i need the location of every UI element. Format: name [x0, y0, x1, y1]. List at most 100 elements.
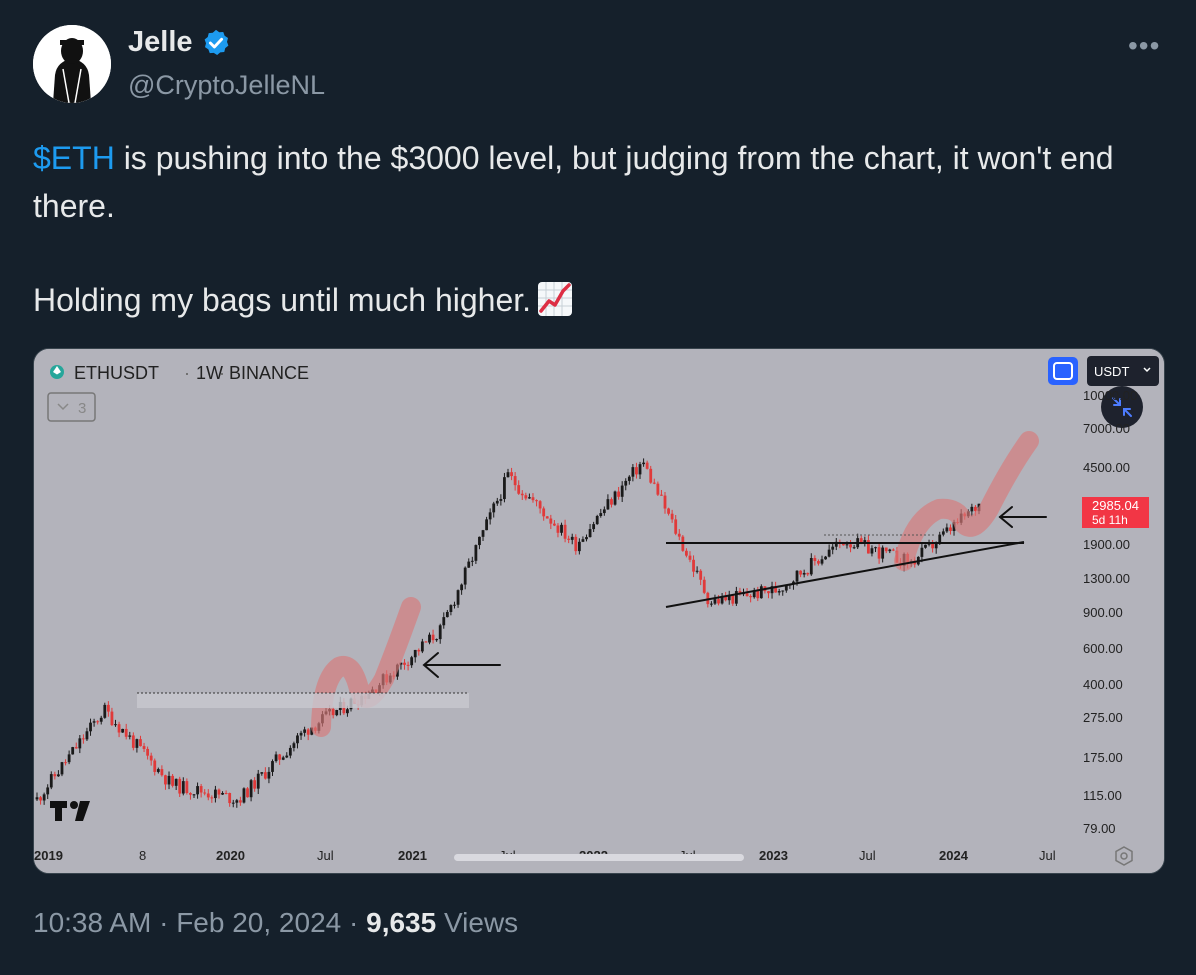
- arrow-annotation-right: [998, 506, 1047, 528]
- candle-body: [99, 717, 103, 722]
- current-price-label: 2985.04: [1092, 498, 1139, 513]
- candle-body: [167, 775, 171, 785]
- indicator-toggle[interactable]: 3: [47, 392, 96, 422]
- candle-body: [849, 544, 852, 548]
- tweet-time[interactable]: 10:38 AM: [33, 907, 152, 938]
- candle-body: [695, 570, 699, 572]
- candle-body: [870, 548, 874, 554]
- chevron-down-icon: [57, 403, 69, 411]
- candle-body: [260, 772, 264, 774]
- currency-selector[interactable]: USDT: [1087, 356, 1159, 386]
- candle-body: [160, 769, 164, 776]
- candle-body: [103, 704, 107, 718]
- candle-body: [934, 542, 938, 549]
- candle-body: [410, 657, 414, 666]
- candle-body: [463, 567, 467, 585]
- candle-body: [752, 590, 756, 598]
- candle-body: [949, 527, 952, 531]
- candle-body: [67, 754, 71, 763]
- candle-body: [631, 467, 635, 477]
- candle-body: [881, 547, 885, 559]
- candle-body: [135, 739, 139, 748]
- candle-body: [149, 755, 153, 761]
- candle-body: [531, 497, 535, 501]
- candle-body: [567, 538, 571, 540]
- candle-body: [92, 721, 96, 723]
- chart-header: ETHUSDT · 1W · BINANCE: [50, 363, 309, 383]
- candle-body: [256, 773, 260, 789]
- y-tick-label: 1300.00: [1083, 571, 1130, 586]
- candle-body: [874, 547, 877, 549]
- meta-separator: ·: [341, 907, 367, 938]
- candle-body: [85, 731, 89, 740]
- avatar[interactable]: [33, 25, 111, 103]
- candle-body: [278, 754, 282, 760]
- fullscreen-icon: [1053, 362, 1073, 380]
- verified-badge-icon: [204, 29, 228, 55]
- candle-body: [809, 558, 813, 575]
- cashtag-link[interactable]: $ETH: [33, 140, 115, 176]
- candle-body: [271, 761, 274, 772]
- currency-label: USDT: [1094, 364, 1129, 379]
- bar-countdown-label: 5d 11h: [1092, 513, 1128, 527]
- indicator-count: 3: [78, 400, 86, 417]
- candle-body: [303, 729, 307, 733]
- more-options-icon[interactable]: •••: [1128, 30, 1161, 61]
- candle-body: [217, 789, 221, 795]
- candle-body: [545, 516, 549, 519]
- fullscreen-button[interactable]: [1048, 357, 1078, 385]
- candle-body: [35, 797, 39, 800]
- x-tick-label: 2024: [939, 848, 969, 863]
- candle-body: [156, 769, 160, 772]
- candle-body: [538, 501, 542, 509]
- x-tick-label: 8: [139, 848, 146, 863]
- candle-body: [238, 800, 242, 803]
- y-tick-label: 1900.00: [1083, 537, 1130, 552]
- candle-body: [866, 540, 870, 554]
- candle-body: [952, 521, 956, 531]
- candle-body: [39, 797, 42, 801]
- tweet-date[interactable]: Feb 20, 2024: [176, 907, 342, 938]
- candle-body: [267, 771, 271, 779]
- candle-body: [727, 595, 731, 601]
- candle-body: [817, 561, 820, 564]
- candle-body: [189, 793, 192, 795]
- candle-body: [563, 524, 567, 539]
- candle-body: [834, 541, 838, 547]
- candle-body: [813, 558, 817, 562]
- candle-body: [78, 738, 82, 749]
- candle-body: [263, 772, 267, 779]
- candle-body: [824, 556, 827, 560]
- chart-exchange: BINANCE: [229, 363, 309, 383]
- chart-increasing-icon: [538, 282, 573, 316]
- candle-body: [428, 634, 431, 643]
- author-handle[interactable]: @CryptoJelleNL: [128, 70, 325, 100]
- candle-body: [749, 596, 753, 598]
- x-tick-label: 2023: [759, 848, 788, 863]
- candle-body: [745, 593, 749, 597]
- candle-body: [688, 555, 692, 560]
- candle-body: [53, 774, 57, 777]
- candle-body: [713, 599, 717, 604]
- candle-body: [552, 523, 556, 526]
- y-tick-label: 275.00: [1083, 710, 1123, 725]
- time-scrollbar[interactable]: [454, 854, 744, 861]
- candle-body: [503, 477, 506, 500]
- candle-body: [891, 549, 895, 551]
- candle-body: [617, 491, 621, 497]
- candle-body: [863, 540, 867, 543]
- svg-text:·: ·: [184, 363, 190, 383]
- author-name[interactable]: Jelle: [128, 26, 231, 59]
- tweet-line-2-text: Holding my bags until much higher.: [33, 282, 532, 318]
- candle-body: [542, 508, 546, 517]
- candle-body: [292, 743, 296, 748]
- collapse-button[interactable]: [1101, 386, 1143, 428]
- candle-body: [524, 495, 528, 499]
- settings-icon[interactable]: [1115, 846, 1133, 866]
- candle-body: [445, 611, 449, 618]
- candle-body: [128, 735, 132, 737]
- candle-body: [42, 794, 46, 801]
- chart-image[interactable]: ETHUSDT · 1W · BINANCE 3 USDT: [33, 348, 1165, 874]
- collapse-arrows-icon: [1112, 397, 1132, 417]
- candle-body: [417, 649, 421, 652]
